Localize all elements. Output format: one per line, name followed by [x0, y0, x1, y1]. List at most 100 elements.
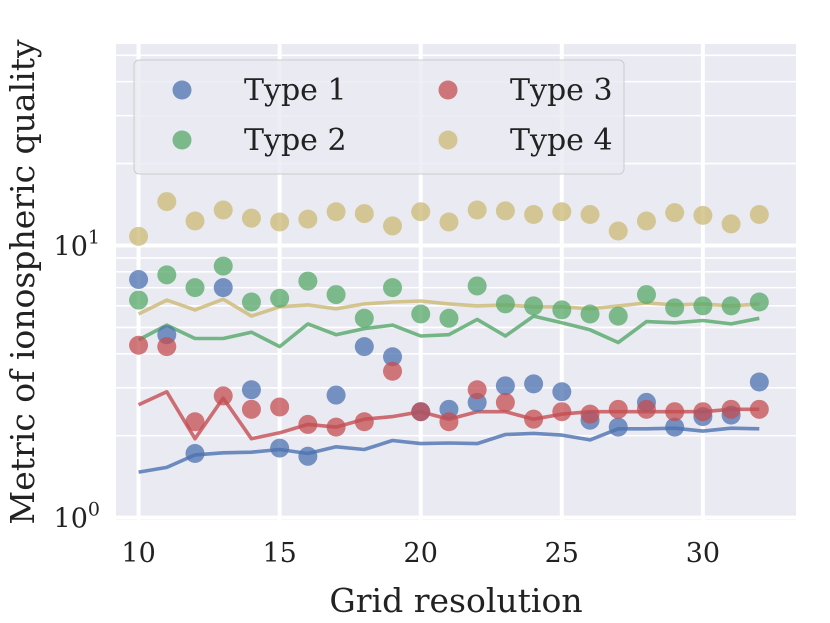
data-point-type-4	[749, 204, 769, 224]
data-point-type-2	[439, 308, 459, 328]
data-point-type-2	[213, 256, 233, 276]
data-point-type-3	[580, 404, 600, 424]
data-point-type-4	[580, 204, 600, 224]
series-line-type-2	[137, 314, 760, 349]
data-point-type-1	[213, 278, 233, 298]
data-point-type-2	[524, 296, 544, 316]
data-point-type-3	[326, 417, 346, 437]
legend-box	[133, 59, 625, 175]
data-point-type-4	[383, 216, 403, 236]
data-point-type-1	[241, 380, 261, 400]
data-point-type-2	[241, 292, 261, 312]
data-point-type-3	[383, 361, 403, 381]
data-point-type-3	[241, 399, 261, 419]
y-axis-ticks: 100 101	[54, 226, 100, 534]
legend-marker-type-4	[438, 130, 458, 150]
data-point-type-1	[608, 417, 628, 437]
data-point-type-2	[354, 308, 374, 328]
data-point-type-2	[185, 278, 205, 298]
data-point-type-4	[665, 203, 685, 223]
legend: Type 1 Type 2 Type 3 Type 4	[133, 59, 625, 175]
data-point-type-3	[524, 409, 544, 429]
data-point-type-4	[326, 202, 346, 222]
data-point-type-1	[383, 347, 403, 367]
data-point-type-2	[129, 290, 149, 310]
y-axis-label: Metric of ionospheric quality	[3, 39, 42, 525]
data-point-type-2	[495, 294, 515, 314]
data-point-type-1	[270, 438, 290, 458]
series-line-type-4	[137, 297, 760, 318]
x-tick-label: 10	[121, 538, 155, 569]
data-point-type-3	[665, 402, 685, 422]
data-point-type-4	[693, 205, 713, 225]
data-point-type-2	[270, 288, 290, 308]
data-point-type-1	[354, 337, 374, 357]
y-tick-label: 101	[54, 226, 100, 262]
data-point-type-3	[636, 399, 656, 419]
data-point-type-1	[552, 382, 572, 402]
x-tick-label: 20	[404, 538, 438, 569]
data-point-type-2	[665, 298, 685, 318]
data-point-type-3	[354, 412, 374, 432]
series-line-type-1	[138, 426, 760, 474]
data-point-type-2	[383, 278, 403, 298]
data-point-type-2	[326, 285, 346, 305]
data-point-type-4	[467, 200, 487, 220]
data-point-type-1	[665, 417, 685, 437]
data-point-type-1	[298, 446, 318, 466]
data-point-type-4	[439, 212, 459, 232]
data-point-type-4	[241, 208, 261, 228]
data-point-type-3	[411, 402, 431, 422]
data-point-type-3	[749, 399, 769, 419]
legend-marker-type-2	[172, 130, 192, 150]
data-point-type-3	[721, 399, 741, 419]
data-point-type-3	[185, 412, 205, 432]
data-point-type-3	[129, 335, 149, 355]
legend-label-type-4: Type 4	[510, 123, 613, 158]
data-point-type-3	[157, 337, 177, 357]
data-point-type-2	[411, 304, 431, 324]
data-point-type-2	[749, 292, 769, 312]
data-point-type-4	[129, 226, 149, 246]
data-point-type-2	[693, 296, 713, 316]
data-point-type-2	[552, 300, 572, 320]
x-tick-label: 25	[545, 538, 579, 569]
data-point-type-4	[636, 211, 656, 231]
data-point-type-4	[270, 212, 290, 232]
data-point-type-1	[749, 372, 769, 392]
data-point-type-4	[185, 211, 205, 231]
data-point-type-2	[608, 306, 628, 326]
data-point-type-4	[552, 202, 572, 222]
legend-marker-type-1	[172, 80, 192, 100]
data-point-type-4	[298, 209, 318, 229]
data-point-type-3	[693, 402, 713, 422]
data-point-type-4	[495, 201, 515, 221]
data-point-type-2	[298, 271, 318, 291]
x-tick-label: 15	[262, 538, 296, 569]
x-axis-ticks: 10 15 20 25 30	[121, 538, 720, 569]
data-point-type-2	[721, 296, 741, 316]
data-point-type-3	[298, 414, 318, 434]
series-points	[129, 192, 769, 466]
legend-marker-type-3	[438, 80, 458, 100]
data-point-type-1	[495, 376, 515, 396]
data-point-type-3	[467, 380, 487, 400]
data-point-type-1	[326, 385, 346, 405]
data-point-type-4	[411, 202, 431, 222]
data-point-type-1	[524, 374, 544, 394]
data-point-type-4	[213, 200, 233, 220]
data-point-type-4	[608, 221, 628, 241]
data-point-type-1	[129, 269, 149, 289]
data-point-type-3	[608, 399, 628, 419]
x-tick-label: 30	[686, 538, 720, 569]
data-point-type-4	[354, 204, 374, 224]
data-point-type-4	[721, 214, 741, 234]
legend-label-type-2: Type 2	[244, 123, 347, 158]
data-point-type-3	[213, 386, 233, 406]
data-point-type-3	[552, 402, 572, 422]
data-point-type-4	[524, 204, 544, 224]
data-point-type-2	[467, 276, 487, 296]
data-point-type-3	[270, 397, 290, 417]
data-point-type-2	[157, 265, 177, 285]
